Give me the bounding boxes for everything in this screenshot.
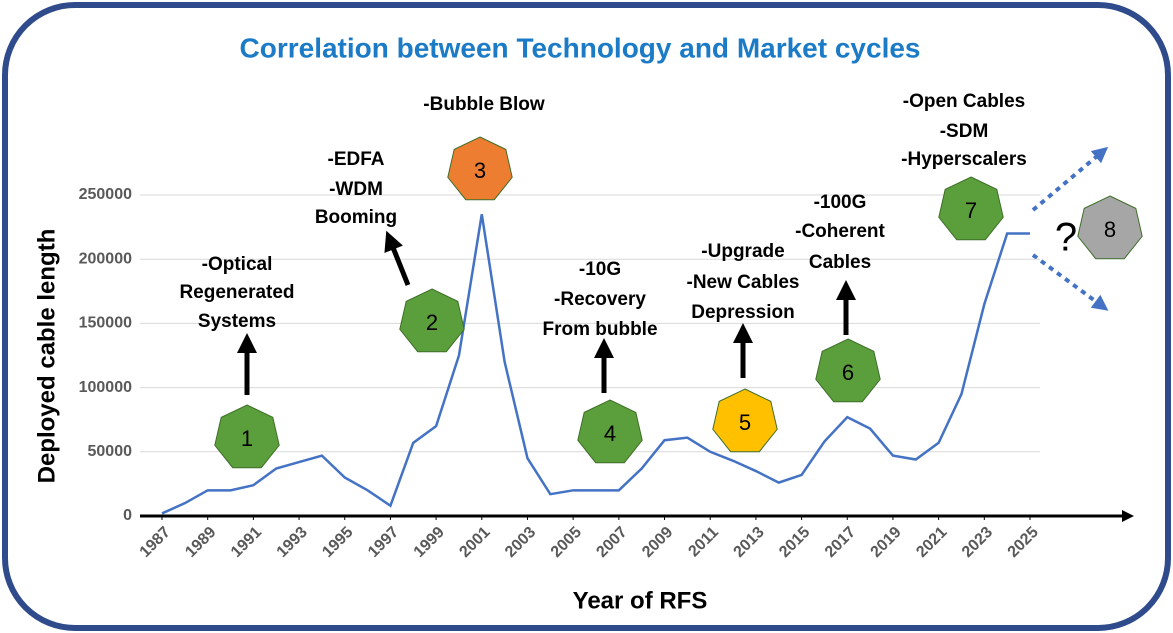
chart-title: Correlation between Technology and Marke… [240, 32, 921, 63]
stage-note: -Optical [202, 254, 273, 275]
stage-number: 4 [604, 421, 616, 446]
stage-note: -Bubble Blow [423, 94, 545, 115]
stage-note: Regenerated [179, 282, 294, 303]
stage-note: -SDM [940, 121, 989, 142]
stage-number: 2 [426, 310, 438, 335]
y-tick-label: 50000 [88, 443, 133, 460]
stage-note: -Hyperscalers [901, 149, 1027, 170]
stage-note: -Coherent [795, 221, 885, 242]
stage-note: Booming [315, 207, 397, 228]
y-tick-label: 150000 [79, 315, 132, 332]
stage-note: -EDFA [328, 149, 385, 170]
stage-number: 8 [1104, 217, 1116, 242]
stage-number: 1 [241, 426, 253, 451]
stage-note: -New Cables [687, 272, 800, 293]
stage-note: Systems [198, 311, 276, 332]
stage-badge [815, 338, 881, 403]
stage-note: -Open Cables [903, 91, 1025, 112]
stage-badge [1077, 195, 1143, 260]
stage-number: 5 [739, 410, 751, 435]
stage-note: -WDM [329, 179, 383, 200]
stage-note: -Recovery [554, 289, 646, 310]
future-arrow [1031, 253, 1109, 311]
y-axis-label: Deployed cable length [33, 229, 60, 484]
y-tick-label: 250000 [79, 186, 132, 203]
y-tick-label: 200000 [79, 250, 132, 267]
data-line [161, 214, 1030, 515]
stage-arrow [384, 230, 411, 286]
stage-badge [577, 399, 643, 464]
stage-badge [399, 288, 465, 353]
stage-note: Depression [691, 302, 794, 323]
stage-note: -10G [579, 259, 621, 280]
question-mark: ? [1055, 216, 1077, 260]
y-tick-label: 0 [123, 507, 132, 524]
x-axis-label: Year of RFS [573, 587, 708, 614]
stage-badge [214, 404, 280, 469]
stage-note: From bubble [542, 319, 657, 340]
stage-note: -Upgrade [701, 241, 784, 262]
stage-note: -100G [814, 192, 867, 213]
stage-badge [938, 176, 1004, 241]
stage-badge [712, 388, 778, 453]
stage-badge [447, 136, 513, 201]
stage-note: Cables [809, 252, 871, 273]
stage-number: 6 [842, 360, 854, 385]
stage-number: 7 [965, 198, 977, 223]
y-tick-label: 100000 [79, 379, 132, 396]
stage-number: 3 [474, 158, 486, 183]
